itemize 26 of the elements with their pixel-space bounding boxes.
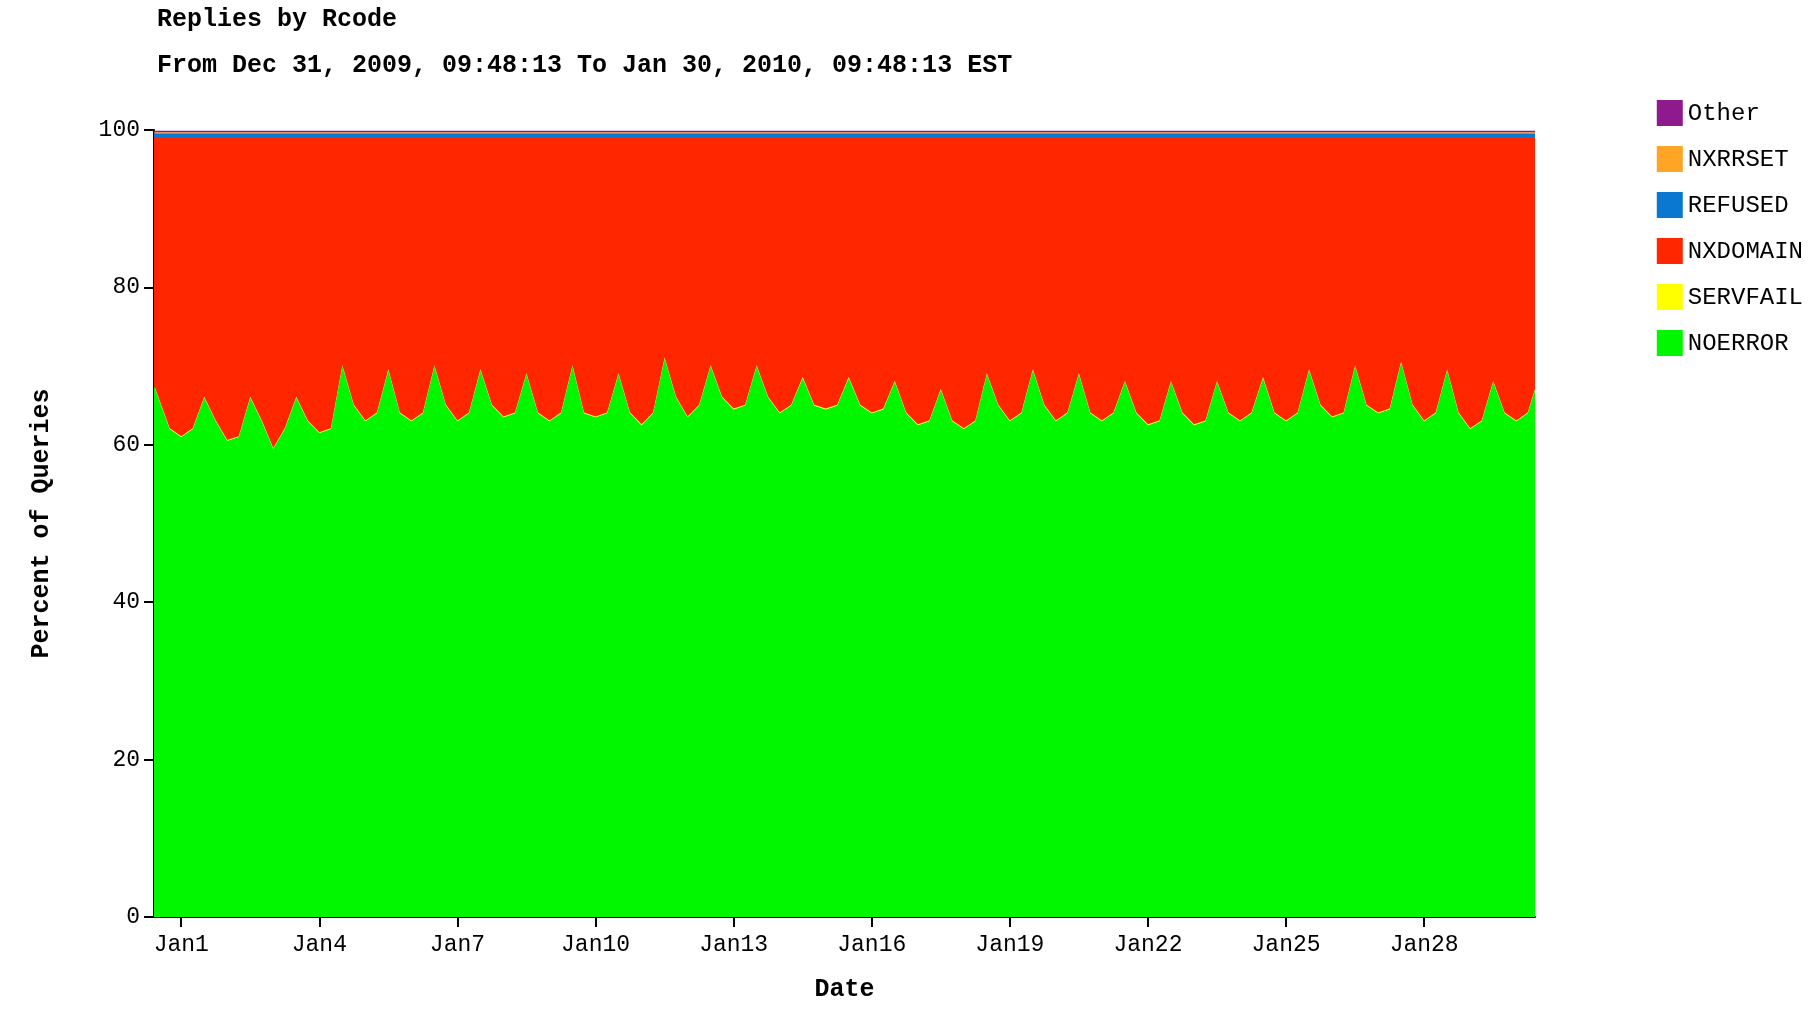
x-tick-label: Jan7 xyxy=(429,931,486,958)
x-tick-label: Jan10 xyxy=(561,931,631,958)
legend-label: Other xyxy=(1687,99,1760,127)
y-tick-label: 0 xyxy=(126,904,140,930)
x-tick-label: Jan16 xyxy=(837,931,907,958)
x-tick-label: Jan22 xyxy=(1113,931,1183,958)
x-tick-label: Jan28 xyxy=(1389,931,1459,958)
x-tick-label: Jan25 xyxy=(1251,931,1321,958)
legend-label: NXDOMAIN xyxy=(1687,237,1803,265)
y-tick-label: 20 xyxy=(112,746,140,773)
x-tick-label: Jan19 xyxy=(975,931,1045,958)
x-tick-label: Jan13 xyxy=(699,931,769,958)
x-tick-label: Jan4 xyxy=(291,931,347,958)
y-tick-label: 60 xyxy=(112,431,140,458)
y-tick-label: 80 xyxy=(112,274,140,301)
y-axis-title: Percent of Queries xyxy=(27,388,56,659)
y-tick-label: 40 xyxy=(112,589,140,616)
x-tick-label: Jan1 xyxy=(153,931,209,958)
legend-label: REFUSED xyxy=(1687,191,1789,219)
x-axis-title: Date xyxy=(814,975,875,1004)
legend-label: NXRRSET xyxy=(1687,145,1789,173)
chart-title: Replies by Rcode xyxy=(157,5,398,34)
chart-subtitle: From Dec 31, 2009, 09:48:13 To Jan 30, 2010, 09:48:13 EST xyxy=(157,51,1013,80)
y-tick-label: 100 xyxy=(98,117,140,143)
legend-label: SERVFAIL xyxy=(1687,283,1803,311)
legend-label: NOERROR xyxy=(1687,329,1789,357)
